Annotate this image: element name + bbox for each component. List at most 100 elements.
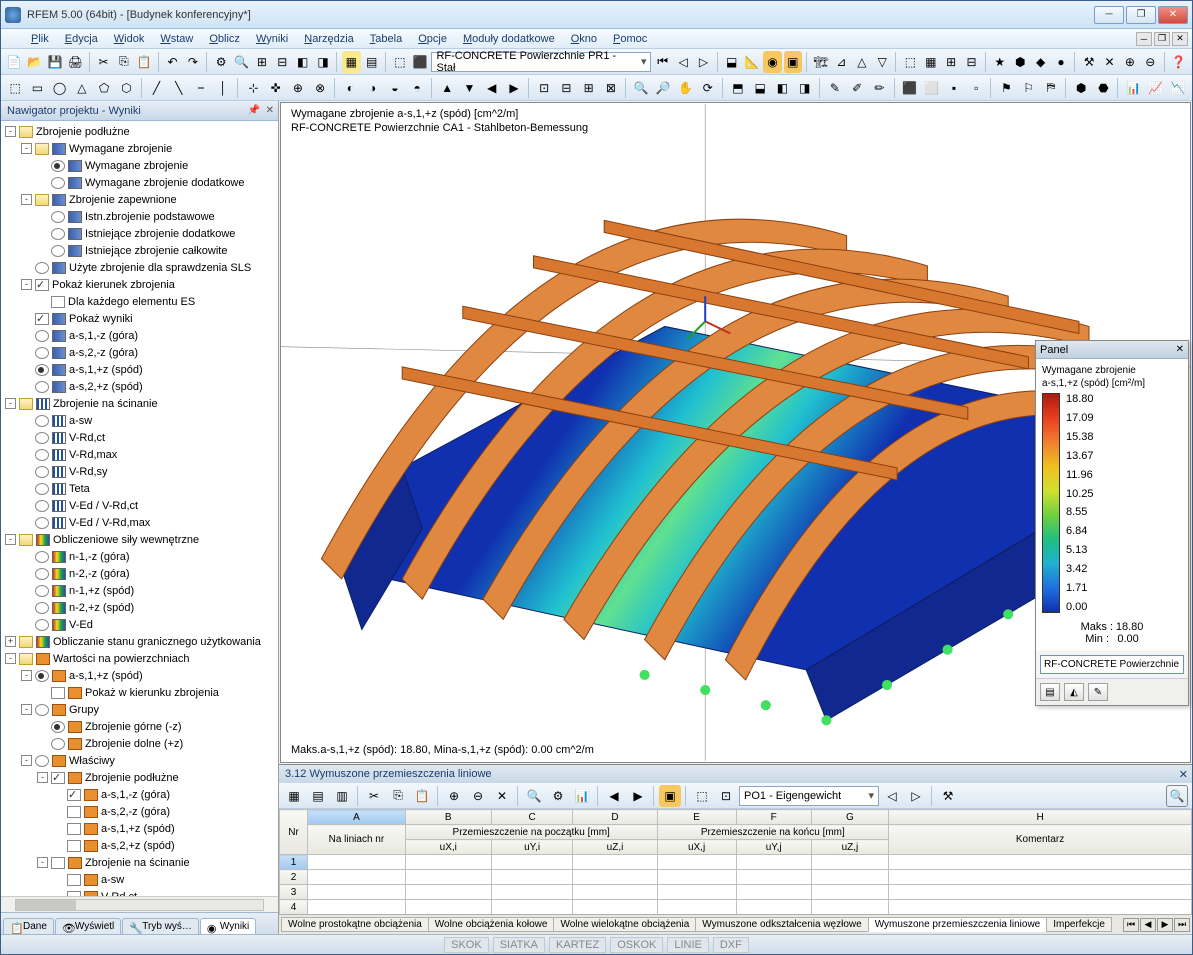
tool-icon[interactable]: ▶ xyxy=(627,785,649,807)
tool-icon[interactable]: ⊹ xyxy=(243,77,263,99)
tree-item[interactable]: -Zbrojenie zapewnione xyxy=(1,191,278,208)
tree-item[interactable]: Pokaż wyniki xyxy=(1,310,278,327)
close-button[interactable]: ✕ xyxy=(1158,6,1188,24)
menu-opcje[interactable]: Opcje xyxy=(410,31,455,47)
mdi-restore[interactable]: ❐ xyxy=(1154,32,1170,46)
tool-icon[interactable]: ▽ xyxy=(873,51,891,73)
paste-icon[interactable]: 📋 xyxy=(135,51,153,73)
nav-tab-2[interactable]: 🔧Tryb wyś… xyxy=(122,918,199,934)
menu-tabela[interactable]: Tabela xyxy=(362,31,410,47)
navigator-tree[interactable]: -Zbrojenie podłużne-Wymagane zbrojenieWy… xyxy=(1,121,278,896)
tool-icon[interactable]: ◉ xyxy=(763,51,781,73)
tree-item[interactable]: Dla każdego elementu ES xyxy=(1,293,278,310)
tool-icon[interactable]: ▦ xyxy=(922,51,940,73)
tree-item[interactable]: V-Ed / V-Rd,ct xyxy=(1,497,278,514)
tool-icon[interactable]: ⊡ xyxy=(715,785,737,807)
tool-icon[interactable]: ⬣ xyxy=(1093,77,1113,99)
tool-icon[interactable]: ⬡ xyxy=(116,77,136,99)
tool-icon[interactable]: ✏ xyxy=(869,77,889,99)
tool-icon[interactable]: ▪ xyxy=(944,77,964,99)
tool-icon[interactable]: ✕ xyxy=(491,785,513,807)
tool-icon[interactable]: ▶ xyxy=(504,77,524,99)
status-item[interactable]: KARTEZ xyxy=(549,937,606,953)
nav-prev-icon[interactable]: ◁ xyxy=(881,785,903,807)
nav-next-icon[interactable]: ▷ xyxy=(905,785,927,807)
tool-icon[interactable]: ⊟ xyxy=(273,51,291,73)
tree-item[interactable]: n-2,+z (spód) xyxy=(1,599,278,616)
tool-icon[interactable]: ✕ xyxy=(1100,51,1118,73)
nav-first-icon[interactable]: ⏮ xyxy=(653,51,671,73)
tool-icon[interactable]: ▥ xyxy=(331,785,353,807)
tool-icon[interactable]: ⎯ xyxy=(191,77,211,99)
tool-icon[interactable]: ▣ xyxy=(659,785,681,807)
menu-pomoc[interactable]: Pomoc xyxy=(605,31,655,47)
tool-icon[interactable]: ⬒ xyxy=(728,77,748,99)
tool-icon[interactable]: ✐ xyxy=(847,77,867,99)
tab-nav-btn[interactable]: ⏮ xyxy=(1123,918,1139,932)
tree-item[interactable]: a-s,2,-z (góra) xyxy=(1,344,278,361)
tree-item[interactable]: Istn.zbrojenie podstawowe xyxy=(1,208,278,225)
tool-icon[interactable]: ⬜ xyxy=(922,77,942,99)
tool-icon[interactable]: ⬓ xyxy=(722,51,740,73)
tool-icon[interactable]: ▤ xyxy=(363,51,381,73)
status-item[interactable]: SKOK xyxy=(444,937,489,953)
tool-icon[interactable]: 🏗 xyxy=(812,51,830,73)
tool-icon[interactable]: ⚙ xyxy=(212,51,230,73)
tree-item[interactable]: a-s,1,-z (góra) xyxy=(1,327,278,344)
panel-btn-colors[interactable]: ▤ xyxy=(1040,683,1060,701)
tool-icon[interactable]: ⚒ xyxy=(1080,51,1098,73)
copy-icon[interactable]: ⎘ xyxy=(115,51,133,73)
panel-btn-filter[interactable]: ◭ xyxy=(1064,683,1084,701)
table-tab[interactable]: Wolne wielokątne obciążenia xyxy=(553,917,696,932)
tool-icon[interactable]: ⊕ xyxy=(443,785,465,807)
tool-icon[interactable]: ⊞ xyxy=(942,51,960,73)
scrollbar-thumb[interactable] xyxy=(16,900,76,910)
tool-icon[interactable]: ▫ xyxy=(966,77,986,99)
tool-icon[interactable]: ⚙ xyxy=(547,785,569,807)
tab-nav-btn[interactable]: ▶ xyxy=(1157,918,1173,932)
zoom-icon[interactable]: 🔍 xyxy=(631,77,651,99)
undo-icon[interactable]: ↶ xyxy=(163,51,181,73)
tree-item[interactable]: -Grupy xyxy=(1,701,278,718)
tool-icon[interactable]: ⊞ xyxy=(253,51,271,73)
tree-item[interactable]: -Pokaż kierunek zbrojenia xyxy=(1,276,278,293)
tree-item[interactable]: n-1,+z (spód) xyxy=(1,582,278,599)
tree-item[interactable]: +Obliczanie stanu granicznego użytkowani… xyxy=(1,633,278,650)
open-icon[interactable]: 📂 xyxy=(25,51,43,73)
tool-icon[interactable]: ⊞ xyxy=(579,77,599,99)
save-icon[interactable]: 💾 xyxy=(46,51,64,73)
status-item[interactable]: OSKOK xyxy=(610,937,663,953)
table-tab[interactable]: Wymuszone odkształcenia węzłowe xyxy=(695,917,868,932)
tool-icon[interactable]: ⛿ xyxy=(1041,77,1061,99)
redo-icon[interactable]: ↷ xyxy=(184,51,202,73)
tree-item[interactable]: Wymagane zbrojenie dodatkowe xyxy=(1,174,278,191)
tree-item[interactable]: V-Rd,ct xyxy=(1,429,278,446)
tree-item[interactable]: a-s,1,+z (spód) xyxy=(1,361,278,378)
tool-icon[interactable]: ▣ xyxy=(784,51,802,73)
panel-module[interactable]: RF-CONCRETE Powierzchnie xyxy=(1040,655,1184,674)
tree-item[interactable]: Zbrojenie dolne (+z) xyxy=(1,735,278,752)
rotate-icon[interactable]: ⟳ xyxy=(698,77,718,99)
tree-item[interactable]: V-Ed / V-Rd,max xyxy=(1,514,278,531)
tool-icon[interactable]: ⊟ xyxy=(556,77,576,99)
menu-edycja[interactable]: Edycja xyxy=(57,31,106,47)
tool-icon[interactable]: ⊖ xyxy=(467,785,489,807)
tool-icon[interactable]: ╲ xyxy=(169,77,189,99)
tree-item[interactable]: -Obliczeniowe siły wewnętrzne xyxy=(1,531,278,548)
tree-item[interactable]: a-s,1,-z (góra) xyxy=(1,786,278,803)
tree-item[interactable]: a-s,2,+z (spód) xyxy=(1,837,278,854)
panel-btn-factor[interactable]: ✎ xyxy=(1088,683,1108,701)
tree-item[interactable]: a-s,1,+z (spód) xyxy=(1,820,278,837)
tool-icon[interactable]: ✜ xyxy=(266,77,286,99)
tree-item[interactable]: a-s,2,-z (góra) xyxy=(1,803,278,820)
tool-icon[interactable]: │ xyxy=(213,77,233,99)
cut-icon[interactable]: ✂ xyxy=(94,51,112,73)
nav-tab-3[interactable]: ◉Wyniki xyxy=(200,918,256,934)
tool-icon[interactable]: ⊕ xyxy=(288,77,308,99)
status-item[interactable]: DXF xyxy=(713,937,749,953)
tree-item[interactable]: Pokaż w kierunku zbrojenia xyxy=(1,684,278,701)
tool-icon[interactable]: ⊖ xyxy=(1141,51,1159,73)
menu-widok[interactable]: Widok xyxy=(106,31,153,47)
tool-icon[interactable]: ⚐ xyxy=(1019,77,1039,99)
tool-icon[interactable]: 📐 xyxy=(743,51,761,73)
